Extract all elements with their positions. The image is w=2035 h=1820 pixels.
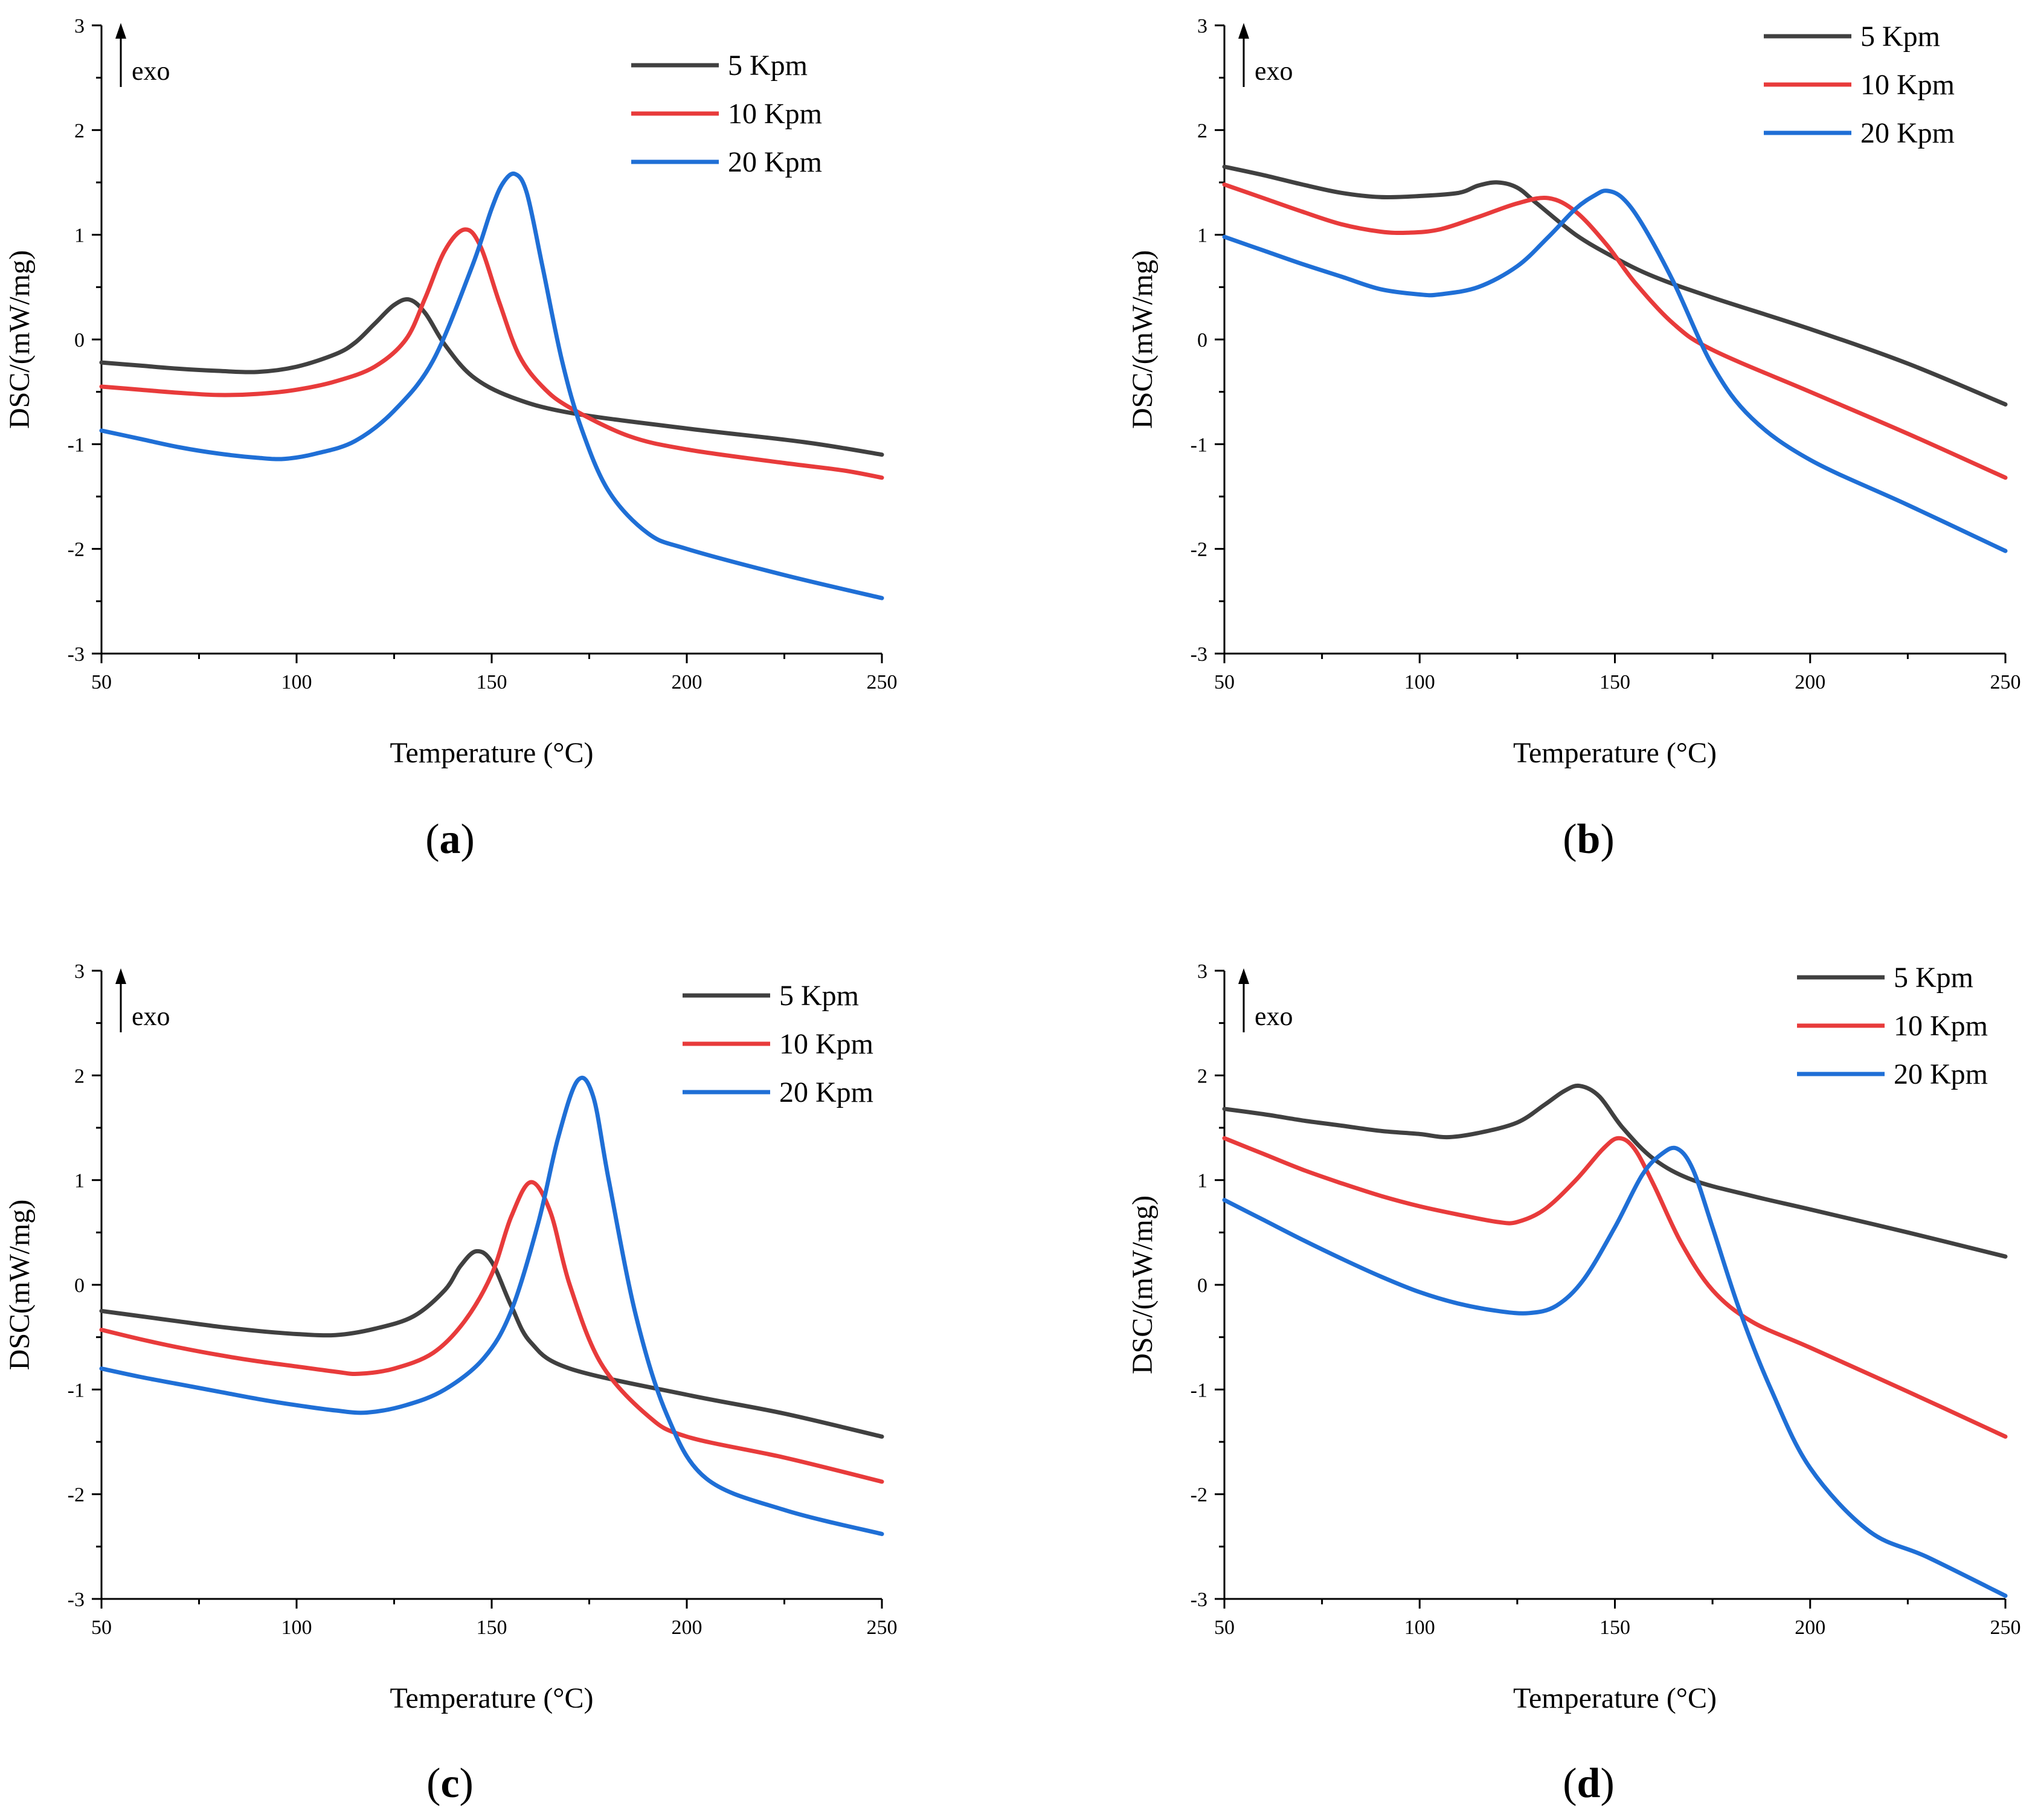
y-axis-title: DSC/(mW/mg) (4, 250, 36, 429)
y-tick-label: -1 (68, 1379, 85, 1401)
exo-arrowhead-icon (1238, 23, 1249, 39)
series-line-5-kpm (1222, 1083, 2008, 1259)
x-axis-title: Temperature (°C) (1513, 1682, 1717, 1714)
y-tick-label: 2 (74, 120, 85, 142)
y-tick-label: -3 (68, 643, 85, 666)
y-tick-label: -3 (1191, 643, 1207, 666)
panel-label: (c) (426, 1760, 474, 1807)
legend-label: 20 Kpm (779, 1076, 873, 1108)
y-tick-label: 3 (74, 960, 85, 983)
y-tick-label: -1 (1191, 1379, 1207, 1401)
legend-label: 20 Kpm (1860, 117, 1955, 149)
x-tick-label: 150 (477, 671, 507, 693)
series-line-10-kpm (99, 1180, 884, 1484)
x-tick-label: 100 (281, 1616, 312, 1639)
legend-label: 5 Kpm (728, 50, 808, 82)
panel-d: 50 100 150 200 250 -3 -2 -1 0 1 2 3 Temperature (°C)… (1127, 960, 2021, 1807)
y-tick-label: -2 (1191, 539, 1207, 561)
x-tick-label: 200 (1795, 671, 1825, 693)
panel-c: 50 100 150 200 250 -3 -2 -1 0 1 2 3 Temperature (°C)… (4, 960, 898, 1807)
panel-b: 50 100 150 200 250 -3 -2 -1 0 1 2 3 Temperature (°C)… (1127, 15, 2021, 863)
x-tick-label: 250 (1990, 671, 2021, 693)
x-tick-label: 100 (1404, 671, 1435, 693)
x-tick-label: 100 (281, 671, 312, 693)
y-tick-label: -2 (68, 539, 85, 561)
series-line-10-kpm (99, 227, 884, 480)
y-tick-label: -3 (1191, 1589, 1207, 1611)
y-tick-label: 0 (1197, 329, 1207, 352)
legend-label: 10 Kpm (1860, 69, 1955, 101)
series-line-10-kpm (1222, 1136, 2008, 1439)
exo-arrowhead-icon (115, 23, 126, 39)
exo-label: exo (1255, 56, 1293, 86)
y-axis-title: DSC/(mW/mg) (1127, 250, 1159, 429)
series-line-10-kpm (1222, 182, 2008, 480)
y-tick-label: 3 (1197, 15, 1207, 37)
exo-arrowhead-icon (1238, 968, 1249, 984)
series-line-5-kpm (1222, 164, 2008, 407)
x-tick-label: 150 (1599, 671, 1630, 693)
x-tick-label: 100 (1404, 1616, 1435, 1639)
exo-arrowhead-icon (115, 968, 126, 984)
x-tick-label: 50 (1214, 671, 1235, 693)
y-tick-label: -2 (1191, 1484, 1207, 1506)
y-tick-label: 1 (74, 225, 85, 247)
y-tick-label: 0 (1197, 1275, 1207, 1297)
y-tick-label: -1 (68, 434, 85, 456)
y-tick-label: 1 (1197, 1170, 1207, 1192)
x-axis-title: Temperature (°C) (390, 737, 593, 769)
y-tick-label: 2 (1197, 1065, 1207, 1087)
x-tick-label: 50 (91, 1616, 112, 1639)
y-tick-label: 1 (1197, 225, 1207, 247)
series-line-20-kpm (1222, 1145, 2008, 1598)
series-line-20-kpm (99, 1075, 884, 1536)
exo-label: exo (132, 1002, 170, 1031)
y-tick-label: 3 (1197, 960, 1207, 983)
series-line-5-kpm (99, 297, 884, 457)
y-axis-title: DSC(mW/mg) (4, 1200, 36, 1371)
x-tick-label: 150 (1599, 1616, 1630, 1639)
legend-label: 20 Kpm (1894, 1058, 1988, 1090)
x-axis-title: Temperature (°C) (1513, 737, 1717, 769)
legend-label: 5 Kpm (1894, 962, 1973, 994)
x-tick-label: 150 (477, 1616, 507, 1639)
legend-label: 5 Kpm (779, 980, 859, 1012)
x-tick-label: 50 (91, 671, 112, 693)
exo-label: exo (132, 56, 170, 86)
exo-label: exo (1255, 1002, 1293, 1031)
legend-label: 5 Kpm (1860, 21, 1940, 53)
x-tick-label: 250 (1990, 1616, 2021, 1639)
y-tick-label: 2 (1197, 120, 1207, 142)
panel-label: (b) (1563, 816, 1615, 863)
x-tick-label: 250 (867, 671, 898, 693)
series-line-20-kpm (1222, 188, 2008, 553)
x-tick-label: 200 (1795, 1616, 1825, 1639)
y-tick-label: -1 (1191, 434, 1207, 456)
y-tick-label: 0 (74, 329, 85, 352)
x-tick-label: 50 (1214, 1616, 1235, 1639)
y-tick-label: 0 (74, 1275, 85, 1297)
y-tick-label: -3 (68, 1589, 85, 1611)
panel-a: 50 100 150 200 250 -3 -2 -1 0 1 2 3 Temperature (°C)… (4, 15, 898, 863)
panel-label: (a) (425, 816, 475, 863)
x-tick-label: 200 (672, 1616, 702, 1639)
x-tick-label: 200 (672, 671, 702, 693)
y-tick-label: 1 (74, 1170, 85, 1192)
y-axis-title: DSC/(mW/mg) (1127, 1195, 1159, 1374)
legend-label: 10 Kpm (1894, 1010, 1988, 1042)
legend-label: 10 Kpm (728, 98, 822, 130)
legend-label: 20 Kpm (728, 146, 822, 178)
series-line-20-kpm (99, 171, 884, 600)
x-tick-label: 250 (867, 1616, 898, 1639)
y-tick-label: -2 (68, 1484, 85, 1506)
x-axis-title: Temperature (°C) (390, 1682, 593, 1714)
legend-label: 10 Kpm (779, 1028, 873, 1060)
panel-label: (d) (1563, 1760, 1615, 1807)
y-tick-label: 3 (74, 15, 85, 37)
y-tick-label: 2 (74, 1065, 85, 1087)
